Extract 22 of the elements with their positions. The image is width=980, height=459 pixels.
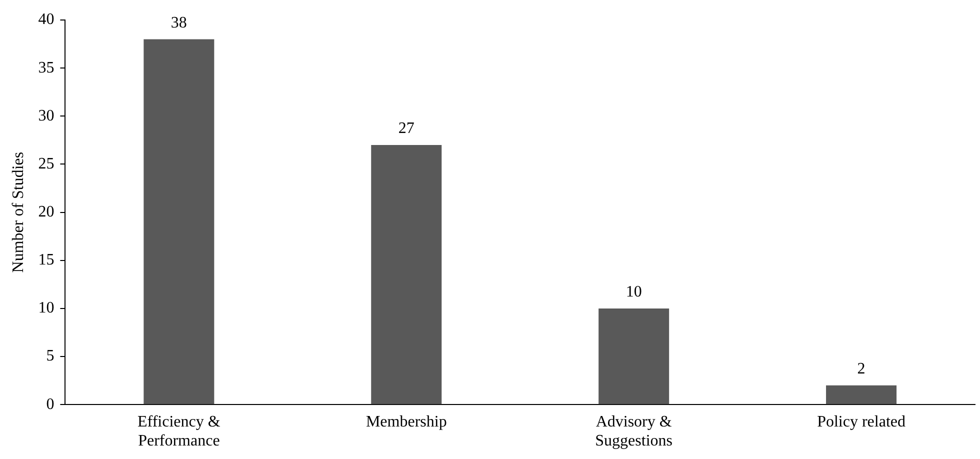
bar bbox=[144, 39, 214, 404]
data-label: 38 bbox=[170, 14, 187, 32]
x-tick-label: Efficiency & Performance bbox=[138, 413, 221, 450]
y-tick-label: 30 bbox=[38, 107, 54, 124]
bar bbox=[371, 144, 442, 404]
x-tick-label: Advisory & Suggestions bbox=[595, 413, 672, 450]
bar bbox=[598, 308, 670, 404]
y-axis-title: Number of Studies bbox=[10, 152, 27, 273]
y-tick-label: 10 bbox=[38, 300, 54, 317]
x-tick-label: Membership bbox=[366, 413, 447, 430]
y-tick-label: 40 bbox=[38, 11, 54, 28]
y-tick-label: 0 bbox=[46, 396, 54, 413]
bar bbox=[826, 385, 897, 404]
data-label: 10 bbox=[626, 284, 642, 301]
y-tick-label: 5 bbox=[46, 348, 54, 365]
x-tick-label: Policy related bbox=[817, 413, 906, 430]
y-tick-label: 35 bbox=[38, 59, 54, 76]
y-tick-label: 25 bbox=[38, 155, 54, 172]
y-tick-label: 15 bbox=[38, 252, 54, 269]
data-label: 2 bbox=[857, 360, 866, 378]
data-label: 27 bbox=[398, 120, 414, 138]
y-tick-label: 20 bbox=[38, 204, 54, 221]
